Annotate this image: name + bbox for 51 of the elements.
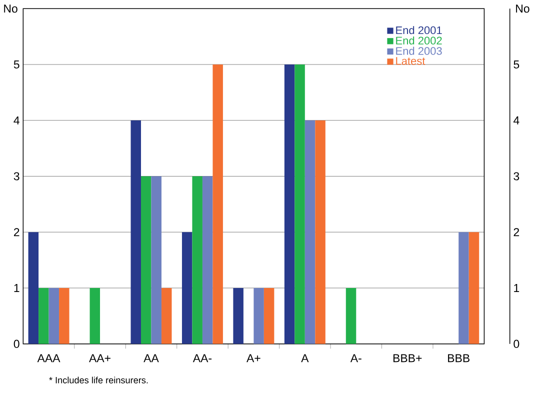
bar (140, 176, 152, 344)
bar (130, 120, 141, 344)
bar (48, 288, 60, 344)
bar (192, 176, 202, 344)
bar (315, 120, 326, 344)
x-tick-label: AA+ (89, 354, 110, 362)
bar (202, 176, 213, 344)
y2-tick-label: 5 (514, 60, 520, 68)
bar (254, 288, 264, 344)
y2-tick-label: 4 (513, 116, 520, 124)
legend-label: End 2003 (396, 46, 442, 55)
bar (151, 176, 162, 344)
y-tick-label: 4 (14, 116, 20, 124)
bar (90, 288, 100, 344)
bar (458, 232, 469, 344)
legend-label: Latest (396, 57, 426, 65)
y2-axis-title: No (516, 4, 530, 13)
y2-tick-label: 2 (514, 228, 520, 236)
x-tick-label: AA- (192, 354, 212, 362)
y-tick-label: 0 (14, 340, 20, 348)
bar (233, 288, 244, 344)
x-tick-label: A- (350, 354, 362, 362)
x-tick-label: AA (144, 354, 159, 362)
bar (294, 64, 305, 344)
bar (284, 64, 295, 344)
x-tick-label: A+ (246, 354, 260, 362)
y-axis-title: No (4, 4, 18, 13)
bar (38, 288, 49, 344)
text: * Includes life reinsurers. (49, 376, 148, 384)
bar (161, 288, 172, 344)
bar (59, 288, 70, 344)
x-tick-label: BBB+ (393, 354, 422, 362)
bar (182, 232, 192, 344)
y-tick-label: 1 (14, 284, 20, 292)
y2-tick-label: 3 (514, 172, 520, 180)
y-tick-label: 2 (14, 228, 20, 236)
y2-tick-label: 1 (514, 284, 520, 292)
bar (28, 232, 39, 344)
bar (346, 288, 356, 344)
y-tick-label: 5 (14, 60, 20, 68)
x-tick-label: AAA (37, 354, 60, 362)
y2-tick-label: 0 (514, 340, 520, 348)
y-tick-label: 3 (14, 172, 20, 180)
x-tick-label: A (301, 354, 309, 362)
legend-label: End 2001 (396, 26, 442, 34)
x-tick-label: BBB (448, 354, 470, 362)
bar (304, 120, 316, 344)
legend-label: End 2002 (396, 36, 442, 44)
bar (468, 232, 480, 344)
bar (212, 64, 223, 344)
bar (264, 288, 274, 344)
